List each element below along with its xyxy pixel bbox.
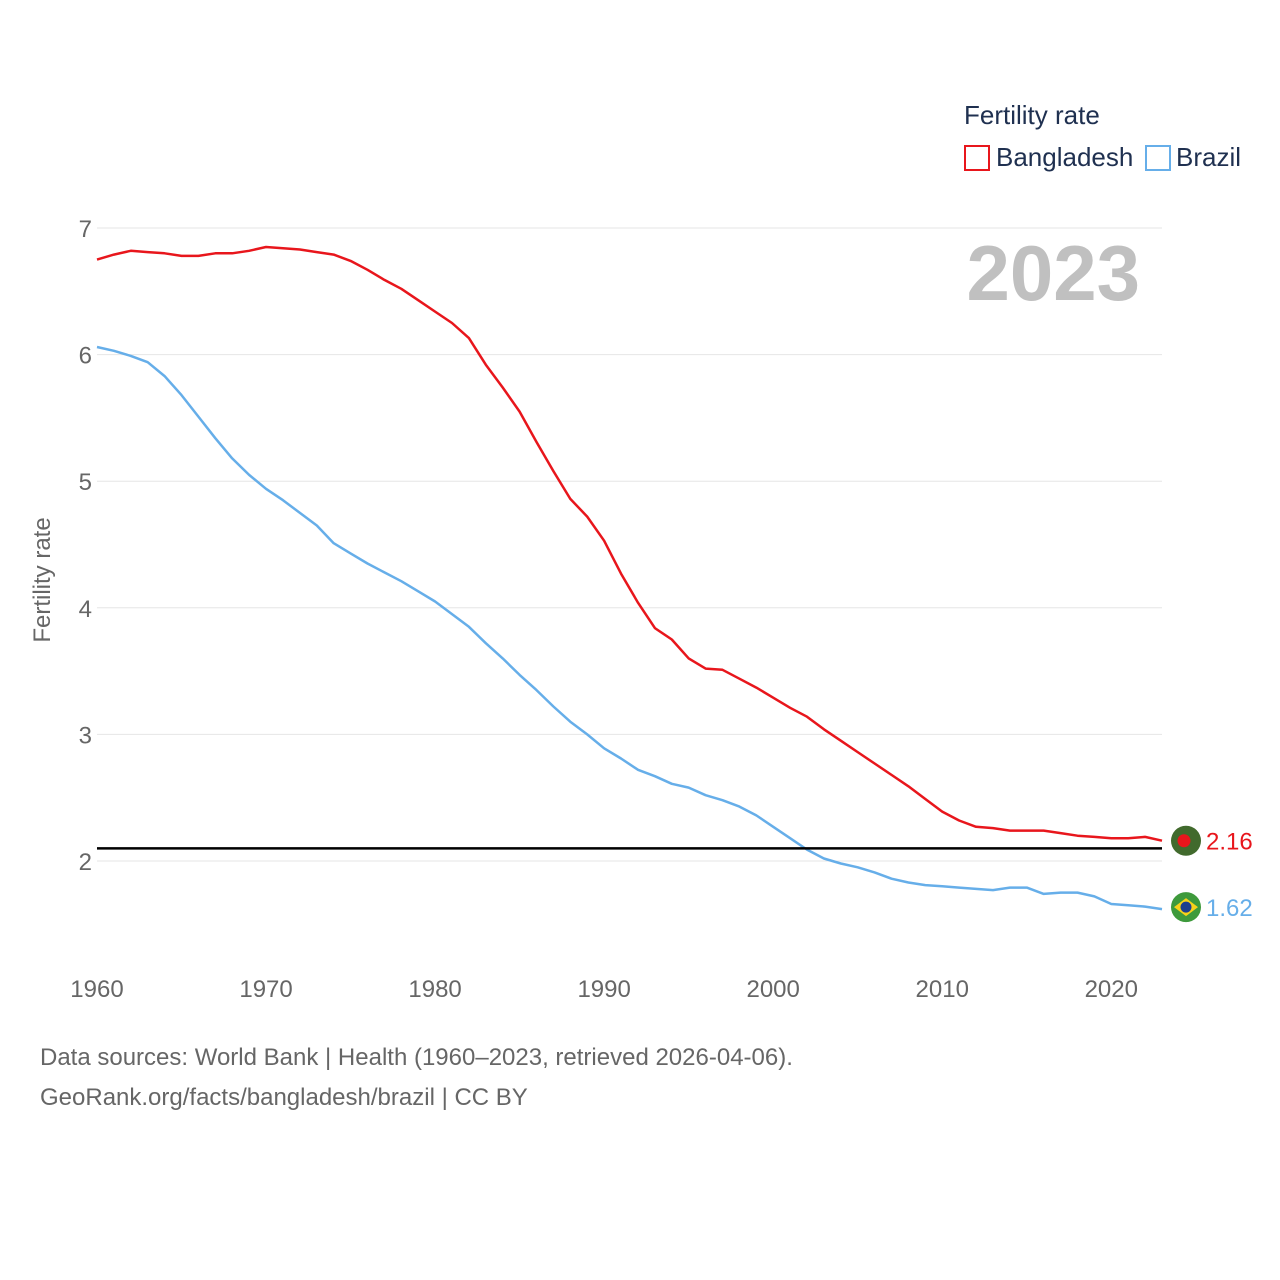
y-tick-label: 6 — [79, 343, 92, 370]
bangladesh-flag-disc — [1177, 834, 1191, 848]
x-tick-label: 2000 — [746, 976, 799, 1003]
bangladesh-flag-icon — [1171, 825, 1201, 856]
y-tick-label: 5 — [79, 469, 92, 496]
legend-item-bangladesh[interactable]: Bangladesh — [964, 142, 1133, 172]
x-tick-label: 2010 — [916, 976, 969, 1003]
end-label-bangladesh: 2.16 — [1206, 829, 1253, 856]
legend-title: Fertility rate — [964, 100, 1100, 130]
legend-item-brazil[interactable]: Brazil — [1145, 142, 1241, 172]
y-axis-title: Fertility rate — [29, 517, 56, 642]
legend-label-bangladesh: Bangladesh — [996, 142, 1133, 172]
legend: Fertility rate Bangladesh Brazil — [964, 100, 1241, 172]
y-tick-label: 4 — [79, 596, 92, 623]
source-link[interactable]: GeoRank.org/facts/bangladesh/brazil | CC… — [40, 1084, 528, 1111]
legend-swatch-bangladesh — [964, 145, 990, 171]
year-label: 2023 — [966, 229, 1140, 317]
gridlines — [97, 227, 1162, 862]
source-note: Data sources: World Bank | Health (1960–… — [40, 1044, 793, 1071]
axes: 2 3 4 5 6 7 1960 1970 1980 1990 2000 2010 2020 — [70, 216, 1138, 1003]
series-end-markers: 2.16 1.62 — [1171, 825, 1253, 923]
series-line-brazil — [96, 345, 1163, 911]
x-tick-label: 1990 — [577, 976, 630, 1003]
y-tick-label: 2 — [79, 849, 92, 876]
y-tick-label: 7 — [79, 216, 92, 243]
series-line-bangladesh — [96, 245, 1163, 842]
y-tick-label: 3 — [79, 722, 92, 749]
x-tick-label: 1970 — [239, 976, 292, 1003]
series-lines — [96, 245, 1163, 911]
brazil-flag-icon — [1171, 892, 1201, 923]
end-label-brazil: 1.62 — [1206, 895, 1253, 922]
brazil-flag-globe — [1180, 901, 1192, 913]
x-tick-label: 1960 — [70, 976, 123, 1003]
x-tick-label: 2020 — [1085, 976, 1138, 1003]
legend-swatch-brazil — [1145, 145, 1171, 171]
legend-label-brazil: Brazil — [1176, 142, 1241, 172]
x-tick-label: 1980 — [408, 976, 461, 1003]
